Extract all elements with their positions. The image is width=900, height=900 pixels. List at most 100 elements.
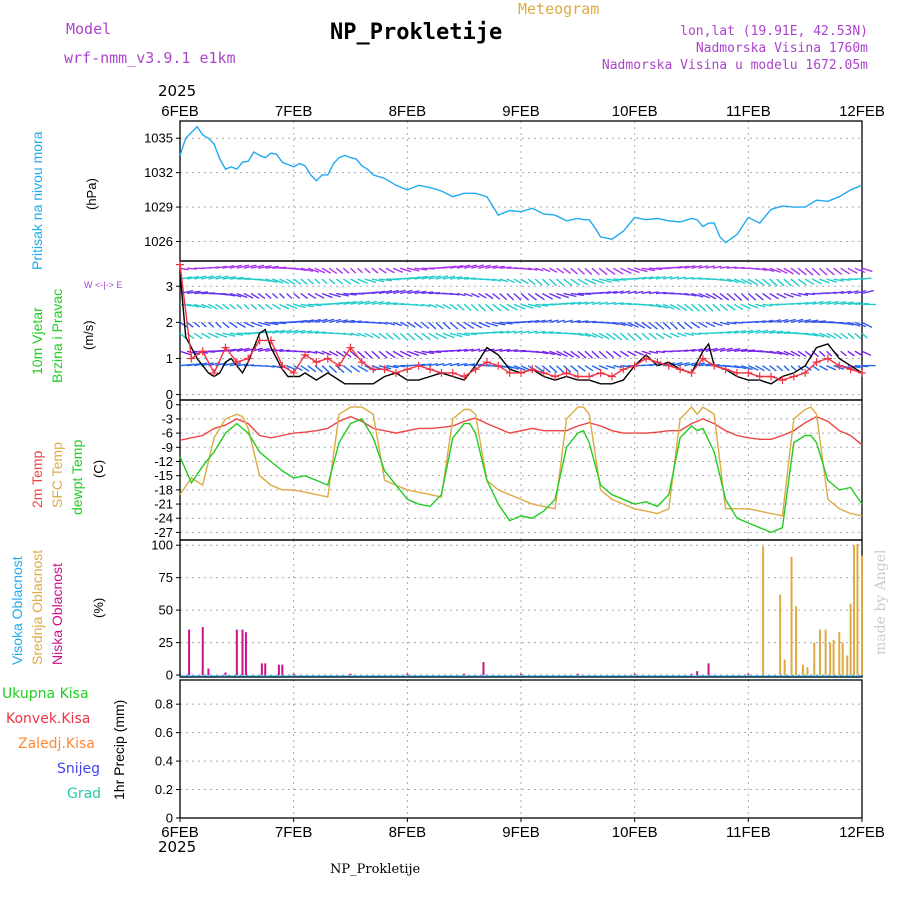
wind-barb	[393, 365, 406, 368]
wind-barb	[755, 303, 766, 308]
wind-barb	[506, 303, 518, 311]
wind-barb	[549, 319, 559, 324]
wind-barb	[236, 264, 250, 269]
wind-barb	[570, 278, 581, 286]
wind-barb	[584, 267, 593, 276]
wind-barb	[812, 332, 825, 338]
wind-barb	[321, 278, 328, 285]
wind-barb	[805, 319, 819, 324]
gust-marker	[755, 372, 764, 381]
wind-barb	[790, 365, 797, 371]
wind-barb	[342, 350, 352, 358]
wind-barb	[641, 276, 654, 280]
wind-barb	[655, 321, 665, 330]
wind-barb	[293, 365, 303, 372]
wind-barb	[378, 332, 388, 340]
wind-barb	[250, 303, 258, 310]
wind-barb	[755, 278, 765, 287]
wind-barb	[193, 321, 201, 328]
wind-barb	[357, 267, 364, 274]
wind-barb	[179, 321, 188, 328]
station-elevation: Nadmorska Visina 1760m	[695, 41, 868, 56]
wind-barb	[577, 301, 588, 306]
wind-barb	[613, 290, 624, 295]
wind-barb	[705, 292, 717, 300]
gust-marker	[210, 368, 219, 377]
wind-barb	[712, 321, 723, 327]
wind-barb	[840, 267, 850, 275]
wind-barb	[747, 278, 759, 286]
wind-barb	[286, 278, 296, 285]
wind-barb	[805, 332, 819, 337]
wind-barb	[300, 365, 310, 372]
wind-barb	[655, 291, 667, 295]
wind-barb	[407, 350, 420, 357]
wind-barb	[598, 278, 613, 283]
wind-barb	[769, 330, 784, 334]
wind-barb	[655, 350, 665, 354]
wind-barb	[470, 303, 479, 312]
wind-barb	[243, 303, 250, 310]
wind-barb	[719, 321, 730, 326]
wind-barb	[513, 303, 526, 310]
wind-barb	[300, 278, 308, 285]
wind-barb	[300, 267, 314, 273]
wind-barb	[343, 292, 357, 296]
wind-barb	[797, 267, 807, 276]
wind-barb	[641, 350, 652, 355]
gust-marker	[687, 368, 696, 377]
wind-barb	[861, 289, 874, 295]
wind-barb	[229, 321, 238, 329]
wind-barb	[620, 302, 632, 306]
wind-barb	[264, 303, 273, 311]
y-tick-label: 1032	[144, 165, 173, 180]
wind-barb	[321, 318, 335, 324]
wind-barb	[733, 292, 743, 302]
gust-marker	[562, 368, 571, 377]
gust-marker	[335, 361, 344, 370]
wind-barb	[598, 301, 608, 306]
wind-barb	[683, 321, 693, 330]
wind-barb	[542, 319, 552, 324]
wind-barb	[435, 362, 445, 367]
wind-barb	[733, 303, 744, 311]
wind-barb	[563, 278, 573, 287]
wind-barb	[591, 278, 605, 284]
wind-barb	[435, 321, 444, 330]
wind-barb	[812, 320, 827, 324]
wind-barb	[854, 332, 862, 340]
gust-marker	[539, 368, 548, 377]
wind-barb	[414, 267, 428, 271]
wind-barb	[435, 303, 445, 309]
wind-barb	[776, 365, 784, 372]
wind-barb	[826, 365, 837, 371]
wind-barb	[691, 332, 701, 336]
wind-barb	[805, 301, 817, 306]
wind-barb	[456, 332, 470, 337]
x-date-bottom: 9FEB	[502, 824, 540, 841]
wind-barb	[605, 332, 616, 341]
wind-barb	[847, 350, 855, 357]
wind-barb	[442, 362, 452, 367]
wind-barb	[492, 303, 502, 312]
wind-barb	[229, 264, 242, 269]
wind-barb	[535, 319, 546, 324]
x-date-top: 8FEB	[389, 103, 427, 120]
wind-barb	[364, 278, 377, 284]
wind-barb	[762, 267, 775, 273]
wind-barb	[648, 321, 658, 330]
year-bottom: 2025	[158, 838, 197, 856]
wind-barb	[705, 347, 718, 352]
wind-barb	[378, 278, 393, 282]
wind-barb	[541, 278, 550, 286]
wind-barb	[733, 365, 747, 370]
wind-barb	[378, 350, 388, 359]
wind-barb	[705, 303, 714, 312]
wind-barb	[818, 267, 828, 276]
wind-barb	[243, 264, 257, 269]
wind-barb	[463, 264, 478, 269]
wind-barb	[847, 290, 859, 295]
gust-marker	[448, 368, 457, 377]
wind-barb	[783, 278, 792, 287]
gust-marker	[380, 365, 389, 374]
